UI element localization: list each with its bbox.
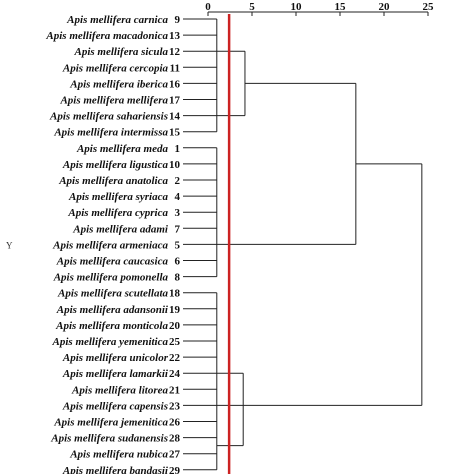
leaf-id: 10 bbox=[169, 159, 181, 171]
leaf-label: Apis mellifera intermissa bbox=[53, 127, 168, 139]
leaf-id: 21 bbox=[169, 384, 180, 396]
leaf-id: 13 bbox=[169, 30, 181, 42]
leaf-label: Apis mellifera adami bbox=[72, 223, 169, 235]
axis-tick-label: 0 bbox=[205, 1, 211, 13]
leaf-id: 9 bbox=[175, 14, 181, 26]
leaf-id: 20 bbox=[169, 320, 181, 332]
axis-tick-label: 20 bbox=[379, 1, 391, 13]
leaf-id: 1 bbox=[175, 143, 181, 155]
dendrogram-tree bbox=[183, 18, 423, 471]
leaf-label: Apis mellifera iberica bbox=[69, 78, 168, 90]
leaf-id: 6 bbox=[175, 256, 181, 268]
leaf-id: 22 bbox=[169, 352, 181, 364]
leaf-id: 18 bbox=[169, 288, 181, 300]
leaf-label: Apis mellifera monticola bbox=[55, 320, 168, 332]
axis-tick-label: 15 bbox=[335, 1, 347, 13]
leaf-label: Apis mellifera litorea bbox=[71, 384, 168, 396]
leaf-id: 2 bbox=[175, 175, 181, 187]
leaf-label: Apis mellifera mellifera bbox=[59, 95, 168, 107]
axis-tick-label: 10 bbox=[291, 1, 303, 13]
leaf-id: 15 bbox=[169, 127, 181, 139]
leaf-id: 19 bbox=[169, 304, 181, 316]
leaf-id: 14 bbox=[169, 111, 181, 123]
leaf-label: Apis mellifera armeniaca bbox=[52, 239, 168, 251]
leaf-id: 29 bbox=[169, 465, 181, 474]
leaf-label: Apis mellifera carnica bbox=[66, 14, 168, 26]
distance-axis: 0 5 10 15 20 25 bbox=[205, 1, 434, 16]
leaf-label: Apis mellifera anatolica bbox=[58, 175, 168, 187]
leaf-label: Apis mellifera scutellata bbox=[57, 288, 168, 300]
leaf-id: 17 bbox=[169, 95, 181, 107]
leaf-id: 5 bbox=[175, 239, 181, 251]
leaf-label: Apis mellifera lamarkii bbox=[62, 368, 169, 380]
leaf-id: 23 bbox=[169, 400, 181, 412]
leaf-label: Apis mellifera yemenitica bbox=[52, 336, 169, 348]
leaf-label: Apis mellifera adansonii bbox=[56, 304, 169, 316]
leaf-id: 3 bbox=[175, 207, 181, 219]
leaf-label: Apis mellifera sudanensis bbox=[50, 433, 168, 445]
leaf-label: Apis mellifera caucasica bbox=[56, 256, 169, 268]
leaf-label: Apis mellifera sicula bbox=[74, 46, 169, 58]
axis-tick-label: 5 bbox=[249, 1, 255, 13]
leaf-label: Apis mellifera syriaca bbox=[68, 191, 168, 203]
leaf-id: 27 bbox=[169, 449, 181, 461]
leaf-label: Apis mellifera meda bbox=[76, 143, 169, 155]
leaf-id: 26 bbox=[169, 417, 181, 429]
leaf-label: Apis mellifera cyprica bbox=[67, 207, 168, 219]
leaf-id: 7 bbox=[175, 223, 181, 235]
leaf-label: Apis mellifera nubica bbox=[69, 449, 168, 461]
leaf-id: 24 bbox=[169, 368, 181, 380]
leaf-label: Apis mellifera unicolor bbox=[62, 352, 169, 364]
leaf-id: 11 bbox=[170, 62, 180, 74]
leaf-label: Apis mellifera cercopia bbox=[62, 62, 169, 74]
leaf-id: 8 bbox=[175, 272, 181, 284]
leaf-label: Apis mellifera jemenitica bbox=[53, 417, 168, 429]
leaf-id: 16 bbox=[169, 78, 181, 90]
leaf-label: Apis mellifera bandasii bbox=[62, 465, 169, 474]
leaf-id: 4 bbox=[175, 191, 181, 203]
leaf-id: 25 bbox=[169, 336, 181, 348]
leaf-id: 12 bbox=[169, 46, 181, 58]
leaf-label: Apis mellifera sahariensis bbox=[49, 111, 168, 123]
axis-tick-label: 25 bbox=[423, 1, 435, 13]
leaf-id: 28 bbox=[169, 433, 181, 445]
leaf-label: Apis mellifera ligustica bbox=[62, 159, 169, 171]
leaf-label: Apis mellifera pomonella bbox=[53, 272, 169, 284]
side-marker: Y bbox=[6, 240, 13, 250]
leaf-label: Apis mellifera capensis bbox=[62, 400, 168, 412]
leaf-labels: Apis mellifera carnica 9 Apis mellifera ma… bbox=[6, 14, 181, 474]
leaf-label: Apis mellifera macadonica bbox=[45, 30, 168, 42]
